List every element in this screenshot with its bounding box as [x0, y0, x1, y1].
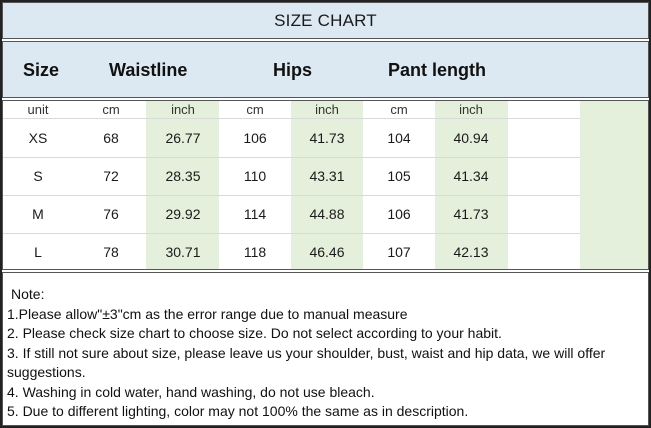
size-label-cell: M: [32, 206, 44, 222]
table-cell: 41.73: [309, 130, 345, 146]
note-line-1: 1.Please allow"±3"cm as the error range …: [7, 305, 408, 322]
table-cell: 44.88: [309, 206, 345, 222]
table-cell: 114: [243, 206, 267, 222]
note-line-4: 4. Washing in cold water, hand washing, …: [7, 383, 375, 400]
table-cell: 110: [243, 168, 267, 184]
note-line-3: 3. If still not sure about size, please …: [7, 344, 606, 381]
unit-cell: inch: [171, 102, 195, 117]
table-cell: 107: [387, 244, 411, 260]
unit-cell: inch: [459, 102, 483, 117]
table-cell: 104: [387, 130, 411, 146]
pant-inch-column: [435, 101, 508, 269]
size-label-cell: L: [34, 244, 42, 260]
table-cell: 72: [103, 168, 119, 184]
waistline-inch-column: [146, 101, 219, 269]
size-table: unit cm inch cm inch cm inch XS 68 26.77 106 41.73 1…: [2, 100, 649, 270]
header-waistline: Waistline: [109, 60, 188, 80]
table-cell: 68: [103, 130, 119, 146]
grid-line: [3, 233, 580, 234]
extra-green-column: [580, 101, 648, 269]
table-cell: 118: [243, 244, 267, 260]
table-cell: 43.31: [309, 168, 345, 184]
size-label-cell: S: [33, 168, 43, 184]
table-cell: 41.73: [453, 206, 489, 222]
header-hips: Hips: [273, 60, 313, 80]
table-cell: 76: [103, 206, 119, 222]
unit-cell: unit: [27, 102, 49, 117]
table-cell: 78: [103, 244, 119, 260]
unit-cell: cm: [102, 102, 120, 117]
note-line-5: 5. Due to different lighting, color may …: [7, 403, 469, 419]
header-size: Size: [23, 60, 60, 80]
grid-line: [3, 157, 580, 158]
unit-cell: inch: [315, 102, 339, 117]
title-text: SIZE CHART: [274, 10, 377, 30]
table-cell: 105: [387, 168, 411, 184]
table-cell: 29.92: [165, 206, 201, 222]
table-cell: 42.13: [453, 244, 489, 260]
table-cell: 30.71: [165, 244, 201, 260]
grid-line: [3, 118, 580, 119]
table-cell: 106: [243, 130, 267, 146]
unit-cell: cm: [390, 102, 408, 117]
notes-heading: Note:: [11, 286, 45, 302]
table-cell: 41.34: [453, 168, 489, 184]
table-cell: 26.77: [165, 130, 201, 146]
table-cell: 106: [387, 206, 411, 222]
size-label-cell: XS: [28, 130, 48, 146]
table-cell: 46.46: [309, 244, 345, 260]
note-line-2: 2. Please check size chart to choose siz…: [7, 325, 502, 341]
size-chart-title: SIZE CHART: [2, 2, 649, 39]
table-cell: 28.35: [165, 168, 201, 184]
table-cell: 40.94: [453, 130, 489, 146]
header-pant-length: Pant length: [388, 60, 486, 80]
unit-cell: cm: [246, 102, 264, 117]
notes-section: Note: 1.Please allow"±3"cm as the error …: [2, 272, 649, 426]
hips-inch-column: [291, 101, 363, 269]
column-header-bar: Size Waistline Hips Pant length: [2, 41, 649, 98]
grid-line: [3, 195, 580, 196]
